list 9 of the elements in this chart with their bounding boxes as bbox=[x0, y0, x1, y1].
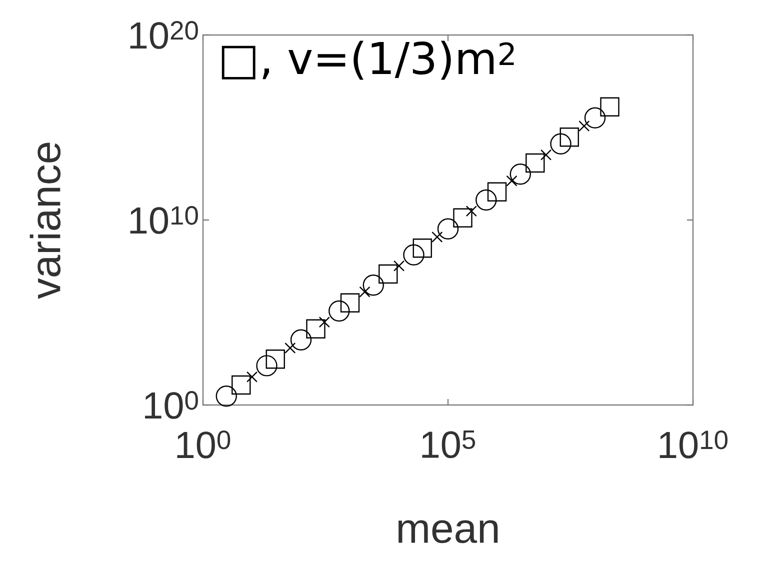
x-tick-label: 10$^{0}$ bbox=[177, 430, 230, 458]
annotation: □, v=(1/3)m$^{2}$ bbox=[222, 40, 514, 80]
x-tick-label: 10$^{10}$ bbox=[660, 430, 728, 458]
y-tick-label: 10$^{20}$ bbox=[130, 21, 198, 49]
x-axis-title: mean bbox=[398, 520, 498, 544]
y-axis-title: variance bbox=[30, 142, 61, 299]
y-tick-label: 10$^{10}$ bbox=[130, 206, 198, 234]
y-tick-label: 10$^{0}$ bbox=[145, 391, 198, 419]
x-tick-label: 10$^{5}$ bbox=[422, 430, 476, 458]
